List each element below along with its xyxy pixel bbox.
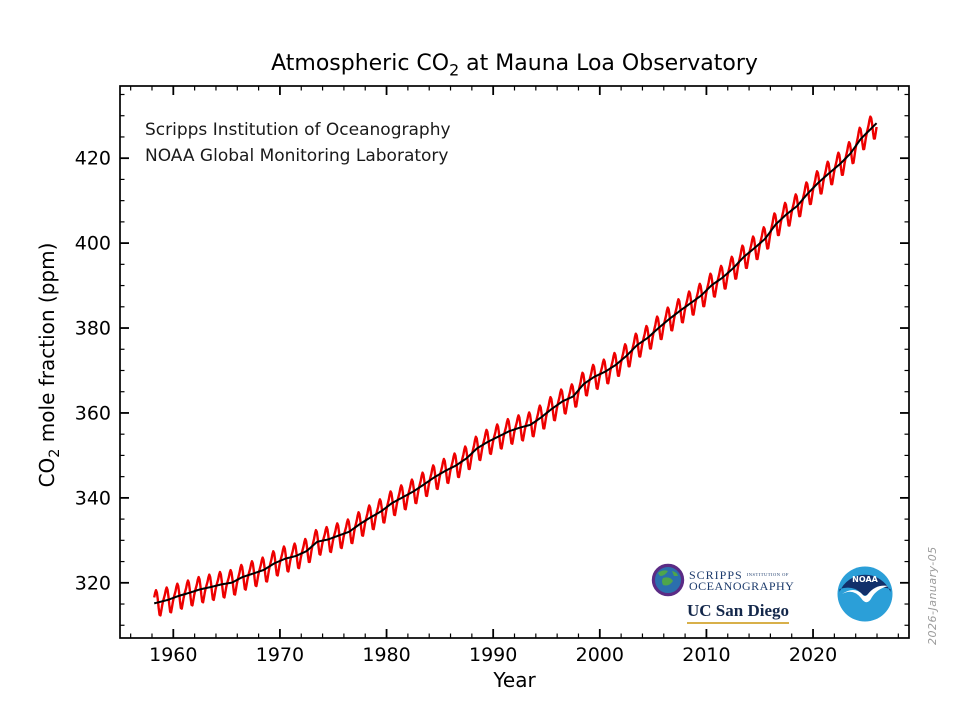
seasonal-co2-line — [153, 115, 878, 617]
ucsd-wordmark: UC San Diego — [687, 601, 790, 624]
y-axis-title-subscript: 2 — [47, 448, 63, 458]
x-tick-label: 1990 — [469, 644, 517, 666]
y-axis-title-prefix: CO — [35, 457, 59, 488]
x-tick-label: 1970 — [256, 644, 304, 666]
data-source-annotations: Scripps Institution of Oceanography NOAA… — [145, 117, 451, 169]
y-tick-label: 360 — [75, 402, 111, 424]
x-tick-label: 2010 — [682, 644, 730, 666]
x-tick-label: 1980 — [362, 644, 410, 666]
annotation-noaa: NOAA Global Monitoring Laboratory — [145, 146, 449, 166]
scripps-line2: OCEANOGRAPHY — [689, 578, 795, 593]
trend-line — [153, 122, 878, 605]
chart-title-subscript: 2 — [449, 60, 460, 80]
y-tick-label: 320 — [75, 572, 111, 594]
y-tick-label: 340 — [75, 487, 111, 509]
scripps-line1-small: INSTITUTION OF — [746, 571, 789, 577]
y-tick-label: 400 — [75, 233, 111, 255]
scripps-line1: SCRIPPS — [689, 567, 743, 582]
scripps-logo: SCRIPPS INSTITUTION OF OCEANOGRAPHY UC S… — [651, 563, 821, 624]
chart-title-suffix: at Mauna Loa Observatory — [459, 51, 758, 76]
annotation-scripps: Scripps Institution of Oceanography — [145, 120, 451, 140]
y-tick-label: 380 — [75, 318, 111, 340]
chart-title: Atmospheric CO2 at Mauna Loa Observatory — [120, 51, 909, 79]
x-axis-title: Year — [493, 668, 536, 692]
chart-title-prefix: Atmospheric CO — [271, 51, 450, 76]
y-axis-title: CO2 mole fraction (ppm) — [35, 243, 63, 488]
noaa-logo-text: NOAA — [852, 575, 878, 584]
y-tick-label: 420 — [75, 148, 111, 170]
scripps-globe-icon — [651, 563, 685, 597]
x-tick-label: 1960 — [149, 644, 197, 666]
x-tick-label: 2000 — [576, 644, 624, 666]
y-axis-title-suffix: mole fraction (ppm) — [35, 242, 59, 449]
datestamp: 2026-January-05 — [926, 546, 939, 645]
scripps-wordmark: SCRIPPS INSTITUTION OF OCEANOGRAPHY — [689, 569, 794, 592]
x-tick-label: 2020 — [789, 644, 837, 666]
noaa-logo-icon: NOAA — [837, 566, 893, 622]
